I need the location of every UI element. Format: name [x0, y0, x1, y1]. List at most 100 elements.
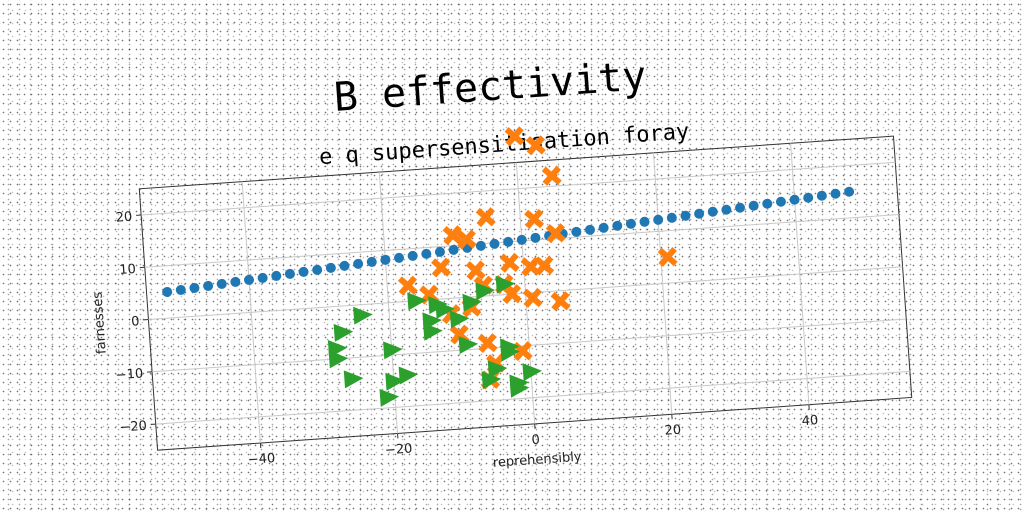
data-marks — [162, 126, 855, 407]
data-point-circle — [598, 222, 609, 233]
y-tick-label: 0 — [131, 314, 140, 330]
y-axis-label: farnesses — [90, 291, 109, 354]
data-point-x — [456, 229, 477, 250]
data-point-triangle — [353, 306, 373, 325]
x-tick-label: −20 — [384, 441, 412, 458]
data-point-circle — [189, 282, 200, 293]
data-point-circle — [489, 238, 500, 249]
data-point-circle — [735, 202, 746, 213]
data-point-x — [475, 207, 496, 228]
data-point-circle — [175, 284, 186, 295]
data-point-x — [524, 209, 545, 229]
data-point-triangle — [385, 372, 405, 391]
data-point-circle — [394, 252, 405, 263]
data-point-circle — [775, 196, 786, 207]
data-point-circle — [680, 210, 691, 221]
x-tick-label: 20 — [664, 423, 682, 439]
data-point-x — [477, 333, 498, 354]
x-axis-label: reprehensibly — [492, 450, 582, 471]
data-point-circle — [366, 256, 377, 267]
data-point-x — [499, 252, 520, 273]
data-point-circle — [434, 246, 445, 257]
data-point-circle — [625, 218, 636, 229]
data-point-triangle — [475, 282, 495, 301]
data-point-circle — [584, 224, 595, 235]
data-point-circle — [694, 208, 705, 219]
data-point-triangle — [398, 366, 419, 385]
data-point-triangle — [487, 360, 508, 379]
data-point-x — [442, 225, 463, 246]
data-point-circle — [257, 272, 268, 283]
data-point-triangle — [500, 343, 520, 362]
x-ticks: −40 −20 0 20 40 — [247, 404, 819, 468]
data-point-triangle — [343, 370, 364, 389]
data-point-triangle — [458, 336, 479, 355]
data-point-circle — [162, 286, 173, 297]
data-point-circle — [284, 268, 295, 279]
data-point-triangle — [383, 341, 403, 360]
y-grid-line — [141, 161, 896, 216]
data-point-circle — [816, 190, 827, 201]
y-grid-line — [155, 370, 910, 425]
data-point-circle — [516, 234, 527, 245]
data-point-x — [397, 275, 418, 296]
y-tick-label: 20 — [115, 210, 133, 226]
data-point-circle — [803, 192, 814, 203]
data-point-circle — [666, 212, 677, 223]
data-point-x — [657, 246, 678, 267]
data-point-circle — [653, 214, 664, 225]
data-point-x — [431, 257, 452, 278]
x-tick-label: −40 — [247, 451, 275, 468]
data-point-circle — [380, 254, 391, 265]
data-point-circle — [721, 204, 732, 215]
chart-title: B effectivity — [332, 53, 648, 121]
data-point-circle — [748, 200, 759, 211]
data-point-triangle — [333, 323, 354, 342]
data-point-circle — [421, 248, 432, 259]
y-tick-label: −10 — [115, 366, 143, 383]
data-point-circle — [203, 280, 214, 291]
data-point-triangle — [509, 379, 530, 398]
data-point-x — [541, 165, 562, 186]
data-point-triangle — [407, 292, 427, 311]
data-point-triangle — [495, 275, 516, 294]
data-point-triangle — [522, 363, 542, 382]
data-point-circle — [353, 258, 364, 269]
data-point-x — [534, 255, 555, 276]
data-point-circle — [475, 240, 486, 251]
data-point-x — [465, 260, 486, 281]
data-point-circle — [448, 244, 459, 255]
data-point-circle — [312, 264, 323, 275]
data-point-circle — [339, 260, 350, 271]
x-tick-label: 0 — [531, 433, 540, 449]
data-point-circle — [271, 270, 282, 281]
data-point-triangle — [379, 388, 400, 407]
data-point-x — [550, 291, 571, 312]
data-point-triangle — [462, 293, 483, 312]
data-point-circle — [530, 232, 541, 243]
data-point-x — [522, 287, 543, 308]
data-point-circle — [762, 198, 773, 209]
plot-area: −40 −20 0 20 40 −20 −10 0 10 20 — [115, 126, 913, 468]
data-point-x — [525, 135, 546, 156]
y-tick-label: 10 — [119, 262, 137, 278]
data-point-circle — [789, 194, 800, 205]
data-point-circle — [830, 188, 841, 199]
data-point-circle — [844, 186, 855, 197]
data-point-circle — [216, 278, 227, 289]
data-point-circle — [571, 226, 582, 237]
data-point-circle — [407, 250, 418, 261]
rotated-figure: B effectivity e q supersensitisation for… — [90, 53, 913, 471]
data-point-circle — [244, 274, 255, 285]
data-point-triangle — [328, 350, 349, 369]
y-ticks: −20 −10 0 10 20 — [115, 210, 156, 436]
data-point-circle — [298, 266, 309, 277]
data-point-x — [501, 284, 522, 305]
data-point-triangle — [449, 310, 470, 329]
data-point-x — [545, 223, 566, 244]
data-point-x — [504, 126, 525, 147]
chart-subtitle: e q supersensitisation foray — [318, 119, 690, 170]
data-point-triangle — [423, 322, 443, 341]
data-point-circle — [639, 216, 650, 227]
